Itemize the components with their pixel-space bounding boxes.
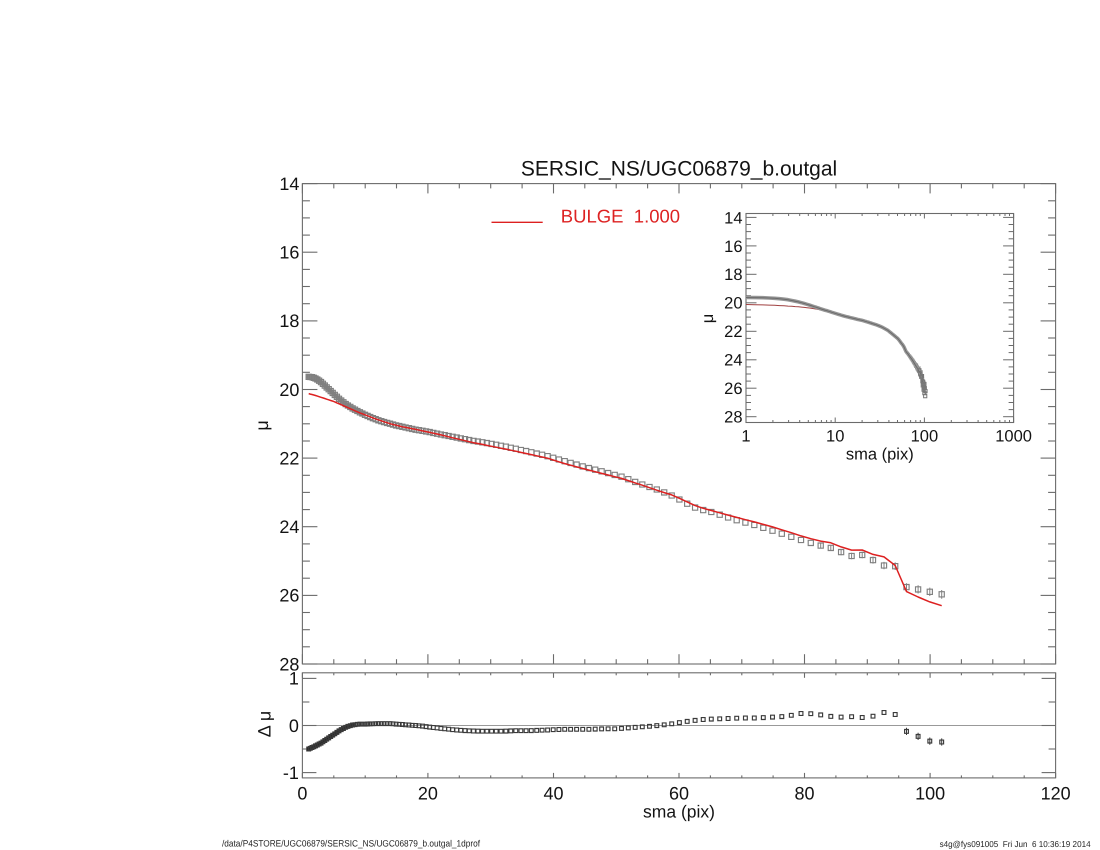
svg-text:10: 10 (826, 428, 844, 446)
svg-text:-1: -1 (283, 763, 299, 783)
svg-text:/data/P4STORE/UGC06879/SERSIC_: /data/P4STORE/UGC06879/SERSIC_NS/UGC0687… (222, 838, 480, 848)
svg-text:0: 0 (289, 716, 299, 736)
svg-text:sma (pix): sma (pix) (643, 802, 715, 822)
svg-text:20: 20 (418, 783, 438, 803)
svg-text:24: 24 (724, 352, 742, 370)
svg-text:100: 100 (911, 428, 939, 446)
svg-text:BULGE 1.000: BULGE 1.000 (561, 206, 680, 227)
svg-text:120: 120 (1041, 783, 1071, 803)
svg-text:16: 16 (279, 243, 299, 263)
svg-text:26: 26 (724, 380, 742, 398)
svg-text:100: 100 (915, 783, 945, 803)
svg-text:sma (pix): sma (pix) (846, 446, 914, 464)
svg-text:26: 26 (279, 586, 299, 606)
svg-text:80: 80 (794, 783, 814, 803)
svg-text:28: 28 (724, 409, 742, 427)
svg-text:0: 0 (297, 783, 307, 803)
svg-text:18: 18 (724, 266, 742, 284)
svg-text:22: 22 (279, 448, 299, 468)
svg-text:14: 14 (724, 209, 742, 227)
svg-text:SERSIC_NS/UGC06879_b.outgal: SERSIC_NS/UGC06879_b.outgal (521, 157, 837, 180)
svg-text:s4g@fys091005 Fri Jun 6 10:3: s4g@fys091005 Fri Jun 6 10:36:19 2014 (940, 839, 1091, 849)
svg-text:1: 1 (741, 428, 750, 446)
svg-text:22: 22 (724, 323, 742, 341)
svg-text:μ: μ (252, 420, 272, 430)
svg-text:μ: μ (699, 314, 717, 324)
svg-text:1000: 1000 (995, 428, 1032, 446)
svg-text:24: 24 (279, 517, 299, 537)
svg-text:20: 20 (724, 295, 742, 313)
svg-text:40: 40 (543, 783, 563, 803)
svg-text:18: 18 (279, 311, 299, 331)
svg-text:28: 28 (279, 654, 299, 674)
svg-text:1: 1 (289, 669, 299, 689)
svg-text:14: 14 (279, 174, 299, 194)
svg-text:16: 16 (724, 238, 742, 256)
svg-text:Δ μ: Δ μ (255, 711, 275, 737)
svg-text:60: 60 (669, 783, 689, 803)
svg-text:20: 20 (279, 380, 299, 400)
